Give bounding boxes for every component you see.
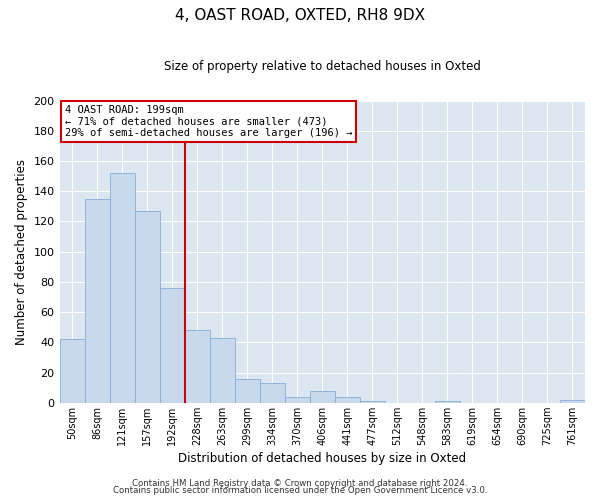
Bar: [435, 402, 460, 403]
Bar: [560, 400, 585, 403]
Text: 4, OAST ROAD, OXTED, RH8 9DX: 4, OAST ROAD, OXTED, RH8 9DX: [175, 8, 425, 22]
Text: Contains public sector information licensed under the Open Government Licence v3: Contains public sector information licen…: [113, 486, 487, 495]
Text: 4 OAST ROAD: 199sqm
← 71% of detached houses are smaller (473)
29% of semi-detac: 4 OAST ROAD: 199sqm ← 71% of detached ho…: [65, 105, 352, 138]
Y-axis label: Number of detached properties: Number of detached properties: [15, 158, 28, 344]
Bar: [209, 338, 235, 403]
Bar: [335, 396, 360, 403]
Title: Size of property relative to detached houses in Oxted: Size of property relative to detached ho…: [164, 60, 481, 73]
Bar: [85, 199, 110, 403]
Bar: [310, 390, 335, 403]
Bar: [360, 402, 385, 403]
Bar: [134, 211, 160, 403]
Bar: [235, 378, 260, 403]
Bar: [260, 383, 285, 403]
Bar: [285, 396, 310, 403]
Text: Contains HM Land Registry data © Crown copyright and database right 2024.: Contains HM Land Registry data © Crown c…: [132, 478, 468, 488]
Bar: [185, 330, 209, 403]
Bar: [160, 288, 185, 403]
Bar: [59, 340, 85, 403]
X-axis label: Distribution of detached houses by size in Oxted: Distribution of detached houses by size …: [178, 452, 466, 465]
Bar: [110, 173, 134, 403]
